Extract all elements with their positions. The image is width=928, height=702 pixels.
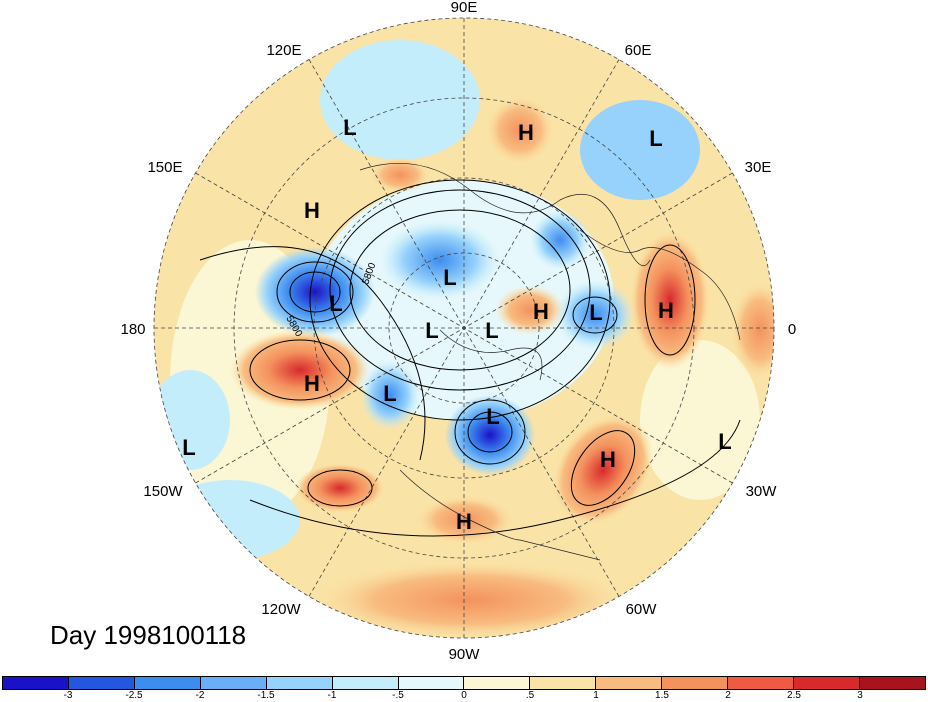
lon-label-120e: 120E	[266, 42, 301, 59]
colorbar-swatch	[398, 677, 465, 689]
pressure-center-low: L	[343, 115, 356, 140]
pressure-center-high: H	[518, 120, 534, 145]
colorbar-tick-label: -2.5	[125, 690, 143, 701]
lon-label-180: 180	[120, 321, 145, 338]
pressure-centers: H L L H L H L L L L L H L H L H L H	[182, 115, 731, 534]
pressure-center-high: H	[456, 509, 472, 534]
longitude-labels: 90E 60E 30E 0 30W 60W 90W 120W 150W 180 …	[120, 0, 796, 663]
lon-label-60e: 60E	[625, 42, 652, 59]
pressure-center-low: L	[649, 126, 662, 151]
lon-label-90w: 90W	[449, 646, 481, 663]
coastlines	[359, 162, 741, 561]
colorbar-swatch	[728, 677, 795, 689]
lon-label-120w: 120W	[261, 601, 301, 618]
colorbar-ticks: -3 -2.5 -2 -1.5 -1 -.5 0 .5 1 1.5 2 2.5 3	[2, 690, 926, 702]
colorbar-tick-label: -1.5	[257, 690, 275, 701]
colorbar-swatch	[134, 677, 201, 689]
pressure-center-low: L	[425, 318, 438, 343]
colorbar	[2, 676, 926, 690]
colorbar-swatch	[530, 677, 597, 689]
pressure-center-low: L	[443, 265, 456, 290]
lon-label-30w: 30W	[746, 483, 778, 500]
colorbar-tick-label: 0	[461, 690, 467, 701]
pressure-center-low: L	[383, 381, 396, 406]
colorbar-swatch	[794, 677, 860, 689]
day-label: Day 1998100118	[50, 620, 247, 650]
colorbar-tick-label: -3	[63, 690, 73, 701]
colorbar-swatch	[3, 677, 69, 689]
colorbar-swatch	[266, 677, 333, 689]
pressure-center-high: H	[304, 371, 320, 396]
colorbar-tick-label: 1	[593, 690, 599, 701]
colorbar-swatch	[332, 677, 399, 689]
colorbar-tick-label: .5	[525, 690, 535, 701]
pressure-center-high: H	[600, 447, 616, 472]
colorbar-swatch	[596, 677, 663, 689]
colorbar-tick-label: -2	[195, 690, 205, 701]
height-contours	[199, 179, 741, 537]
colorbar-tick-label: -.5	[392, 690, 404, 701]
pressure-center-high: H	[304, 198, 320, 223]
pressure-center-low: L	[182, 435, 195, 460]
pressure-center-low: L	[718, 429, 731, 454]
colorbar-tick-label: 2.5	[787, 690, 801, 701]
colorbar-tick-label: 2	[725, 690, 731, 701]
pressure-center-high: H	[533, 299, 549, 324]
pressure-center-low: L	[485, 318, 498, 343]
colorbar-swatch	[200, 677, 267, 689]
lon-label-90e: 90E	[451, 0, 478, 16]
colorbar-swatch	[464, 677, 531, 689]
colorbar-tick-label: -1	[327, 690, 337, 701]
lon-label-150e: 150E	[147, 159, 182, 176]
colorbar-tick-label: 3	[857, 690, 863, 701]
lon-label-30e: 30E	[745, 159, 772, 176]
colorbar-swatch	[662, 677, 729, 689]
pressure-center-high: H	[658, 298, 674, 323]
lon-label-0: 0	[788, 321, 796, 338]
colorbar-swatch	[859, 677, 925, 689]
polar-map: 90E 60E 30E 0 30W 60W 90W 120W 150W 180 …	[120, 0, 796, 663]
colorbar-tick-label: 1.5	[655, 690, 669, 701]
colorbar-swatch	[68, 677, 135, 689]
pressure-center-low: L	[329, 291, 342, 316]
lon-label-150w: 150W	[143, 483, 183, 500]
lon-label-60w: 60W	[626, 601, 658, 618]
pressure-center-low: L	[589, 300, 602, 325]
pressure-center-low: L	[486, 404, 499, 429]
